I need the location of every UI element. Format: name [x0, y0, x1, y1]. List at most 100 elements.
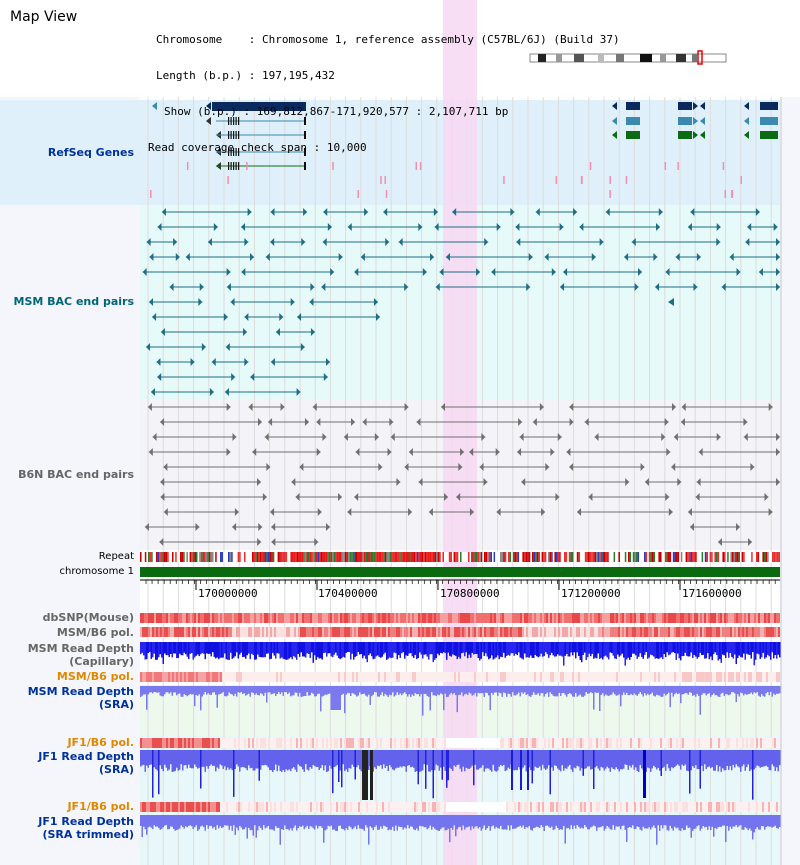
b6n-bac-pair-end — [147, 403, 152, 411]
msm-capillary-depth — [654, 642, 656, 659]
jf1-sra-depth — [603, 750, 605, 771]
jf1-b6-polymorphism — [746, 802, 748, 812]
msm-b6-polymorphism — [360, 672, 362, 682]
msm-capillary-depth — [518, 642, 520, 653]
track-label-refseq[interactable]: RefSeq Genes — [47, 146, 134, 159]
msm-b6-polymorphism — [356, 672, 358, 682]
jf1-b6-polymorphism — [678, 738, 680, 748]
jf1-b6-polymorphism — [778, 738, 780, 748]
jf1-b6-polymorphism — [652, 738, 654, 748]
track-label-msm-depth-capillary[interactable]: MSM Read Depth (Capillary) — [28, 642, 134, 668]
jf1-b6-polymorphism — [604, 738, 606, 748]
msm-sra-depth — [618, 686, 620, 695]
repeat-segment — [333, 552, 336, 562]
dbsnp-density — [492, 613, 494, 623]
msm-capillary-depth — [249, 642, 251, 660]
jf1-sra-depth — [470, 750, 472, 768]
msm-sra-depth — [741, 686, 743, 694]
msm-b6-polymorphism — [716, 672, 718, 682]
jf1-b6-polymorphism — [486, 738, 488, 748]
b6n-bac-pair-end — [736, 523, 740, 531]
jf1-b6-polymorphism — [190, 738, 192, 748]
track-label-dbsnp[interactable]: dbSNP(Mouse) — [42, 611, 134, 624]
msm-capillary-depth — [236, 642, 238, 653]
jf1-b6-polymorphism — [296, 738, 298, 748]
msm-capillary-depth — [629, 642, 631, 660]
msm-capillary-depth — [552, 642, 554, 656]
track-label-jf1-depth-trimmed[interactable]: JF1 Read Depth (SRA trimmed) — [38, 815, 134, 841]
jf1-b6-polymorphism — [342, 738, 344, 748]
repeat-segment — [631, 552, 633, 562]
msm-b6-polymorphism — [762, 627, 764, 637]
msm-b6-polymorphism — [654, 627, 656, 637]
jf1-trimmed-depth — [504, 815, 506, 830]
jf1-trimmed-depth — [585, 815, 587, 828]
show-key: Show (b.p.) — [164, 105, 237, 118]
jf1-trimmed-depth — [237, 815, 239, 831]
dbsnp-density — [698, 613, 700, 623]
jf1-trimmed-depth — [458, 815, 460, 828]
msm-bac-pair-end — [150, 388, 155, 396]
track-label-msm-bac[interactable]: MSM BAC end pairs — [13, 295, 134, 308]
track-label-msm-b6-pol-1[interactable]: MSM/B6 pol. — [56, 626, 134, 639]
jf1-b6-polymorphism — [612, 802, 614, 812]
jf1-b6-polymorphism — [732, 802, 734, 812]
msm-sra-depth — [221, 686, 223, 694]
track-label-jf1-depth-sra[interactable]: JF1 Read Depth (SRA) — [38, 750, 134, 776]
msm-b6-polymorphism — [166, 627, 168, 637]
repeat-segment — [698, 552, 700, 562]
repeat-segment — [237, 552, 240, 562]
msm-b6-polymorphism — [474, 672, 476, 682]
jf1-b6-polymorphism — [634, 802, 636, 812]
msm-sra-depth — [720, 686, 722, 694]
msm-b6-polymorphism — [760, 672, 762, 682]
track-label-msm-b6-pol-2[interactable]: MSM/B6 pol. — [56, 670, 134, 683]
dbsnp-density — [272, 613, 274, 623]
track-label-jf1-b6-pol-1[interactable]: JF1/B6 pol. — [67, 736, 134, 749]
repeat-segment — [572, 552, 574, 562]
gene-arrow — [612, 117, 617, 125]
track-label-b6n-bac[interactable]: B6N BAC end pairs — [18, 468, 134, 481]
jf1-trimmed-depth — [354, 815, 356, 827]
track-label-msm-depth-sra[interactable]: MSM Read Depth (SRA) — [28, 685, 134, 711]
msm-bac-pair-end — [559, 223, 564, 231]
dbsnp-density — [738, 613, 740, 623]
msm-b6-polymorphism — [220, 627, 222, 637]
repeat-segment — [701, 552, 704, 562]
jf1-b6-polymorphism — [280, 738, 282, 748]
msm-b6-polymorphism — [600, 672, 602, 682]
repeat-segment — [519, 552, 521, 562]
msm-sra-depth — [165, 686, 167, 693]
jf1-depth-sra-line1: JF1 Read Depth — [38, 750, 134, 763]
track-label-jf1-b6-pol-2[interactable]: JF1/B6 pol. — [67, 800, 134, 813]
jf1-sra-depth — [392, 750, 394, 770]
dbsnp-density — [460, 613, 462, 623]
jf1-b6-polymorphism — [418, 802, 420, 812]
refseq-mark — [150, 190, 152, 198]
msm-b6-polymorphism — [634, 627, 636, 637]
msm-b6-polymorphism — [386, 672, 388, 682]
jf1-trimmed-depth — [573, 815, 575, 826]
msm-capillary-depth — [419, 642, 421, 653]
msm-sra-depth — [473, 686, 475, 695]
jf1-sra-depth — [678, 750, 680, 766]
jf1-b6-polymorphism — [508, 802, 510, 812]
jf1-depth-trimmed-line1: JF1 Read Depth — [38, 815, 134, 828]
jf1-b6-polymorphism — [222, 802, 224, 812]
msm-b6-polymorphism — [238, 627, 240, 637]
jf1-trimmed-depth — [593, 815, 595, 826]
msm-bac-pair-end — [310, 328, 315, 336]
msm-b6-polymorphism — [508, 627, 510, 637]
jf1-trimmed-depth — [689, 815, 691, 828]
b6n-bac-pair-end — [716, 433, 721, 441]
track-label-repeat[interactable]: Repeat — [98, 551, 134, 562]
jf1-trimmed-depth — [530, 815, 532, 830]
jf1-b6-polymorphism — [202, 738, 204, 748]
jf1-trimmed-depth — [726, 815, 728, 827]
refseq-mark — [227, 176, 229, 184]
jf1-b6-polymorphism — [746, 738, 748, 748]
jf1-trimmed-depth — [762, 815, 764, 827]
jf1-b6-polymorphism — [174, 802, 176, 812]
dbsnp-density — [288, 613, 290, 623]
